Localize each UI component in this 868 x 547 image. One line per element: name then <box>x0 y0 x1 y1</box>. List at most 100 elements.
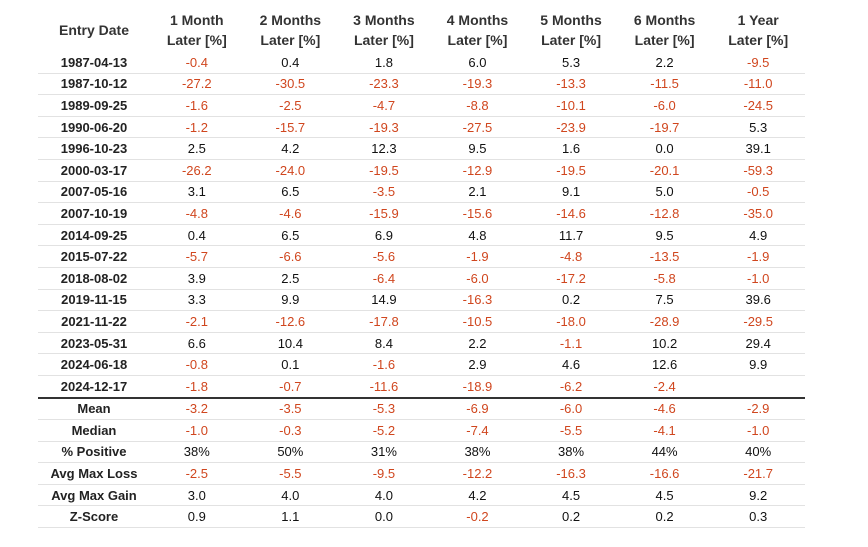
value-cell: -15.7 <box>243 116 338 139</box>
value-cell: -19.5 <box>337 159 431 182</box>
value-cell: -3.2 <box>150 396 244 421</box>
value-cell: -20.1 <box>617 159 712 182</box>
row-label: 2019-11-15 <box>38 289 150 312</box>
header-line: 2 Months <box>259 12 322 28</box>
value-cell: 2.2 <box>617 52 712 74</box>
value-cell: -0.5 <box>711 181 805 204</box>
value-cell: -5.5 <box>243 462 338 485</box>
summary-row: Avg Max Loss -2.5 -5.5 -9.5 -12.2 -16.3 -16.6-… <box>38 462 805 485</box>
table-body: 1987-04-13 -0.4 0.4 1.8 6.0 5.3 2.2 -9.5 1987-10… <box>38 52 805 529</box>
data-row: 2015-07-22 -5.7 -6.6 -5.6 -1.9 -4.8 -13.5 -1.9 <box>38 245 805 268</box>
value-cell: -12.6 <box>243 310 338 333</box>
value-cell: -4.8 <box>524 245 618 268</box>
header-line: 6 Months <box>633 12 696 28</box>
value-cell: 4.6 <box>524 353 618 376</box>
results-table: Entry Date 1 Month Later [%] 2 Months Later … <box>38 8 805 529</box>
row-label: 2024-12-17 <box>38 375 150 399</box>
value-cell: 14.9 <box>337 289 431 312</box>
value-cell: -1.6 <box>337 353 431 376</box>
value-cell: 6.5 <box>243 181 338 204</box>
value-cell: -2.5 <box>150 462 244 485</box>
header-line: 1 Month <box>169 12 224 28</box>
value-cell: -10.5 <box>430 310 525 333</box>
value-cell: -2.5 <box>243 94 338 117</box>
value-cell: 40% <box>711 441 805 464</box>
row-label: 1987-04-13 <box>38 52 150 74</box>
value-cell: 0.1 <box>243 353 338 376</box>
value-cell: -1.2 <box>150 116 244 139</box>
value-cell: -6.9 <box>430 396 525 421</box>
value-cell: -5.5 <box>524 419 618 442</box>
value-cell: -4.8 <box>150 202 244 225</box>
value-cell: 12.6 <box>617 353 712 376</box>
value-cell: 29.4 <box>711 332 805 355</box>
value-cell: -8.8 <box>430 94 525 117</box>
value-cell: -19.3 <box>337 116 431 139</box>
value-cell: 6.5 <box>243 224 338 247</box>
value-cell: -13.5 <box>617 245 712 268</box>
value-cell: 0.4 <box>243 52 338 74</box>
value-cell: 0.2 <box>524 289 618 312</box>
summary-row: Z-Score 0.9 1.1 0.0 -0.2 0.2 0.2 0.3 <box>38 505 805 529</box>
value-cell: -17.2 <box>524 267 618 290</box>
value-cell: 1.8 <box>337 52 431 74</box>
value-cell: -3.5 <box>243 396 338 421</box>
value-cell: -3.5 <box>337 181 431 204</box>
row-label: Avg Max Loss <box>38 462 150 485</box>
column-header: 1 Year Later [%] <box>711 8 805 52</box>
row-label: Z-Score <box>38 505 150 529</box>
header-line: Later [%] <box>728 32 789 48</box>
value-cell: 8.4 <box>337 332 431 355</box>
value-cell: 3.1 <box>150 181 244 204</box>
row-label: Median <box>38 419 150 442</box>
value-cell: -59.3 <box>711 159 805 182</box>
value-cell: -12.9 <box>430 159 525 182</box>
value-cell: -11.6 <box>337 375 431 399</box>
value-cell: -9.5 <box>711 52 805 74</box>
value-cell: 0.4 <box>150 224 244 247</box>
data-row: 2000-03-17 -26.2 -24.0 -19.5 -12.9 -19.5 -20.1… <box>38 159 805 182</box>
value-cell: -0.3 <box>243 419 338 442</box>
value-cell: 4.0 <box>337 484 431 507</box>
value-cell: -2.9 <box>711 396 805 421</box>
value-cell: 38% <box>524 441 618 464</box>
data-row: 2024-12-17 -1.8 -0.7 -11.6 -18.9 -6.2 -2.4 <box>38 375 805 399</box>
value-cell: 4.0 <box>243 484 338 507</box>
row-label: 2021-11-22 <box>38 310 150 333</box>
header-row: Entry Date 1 Month Later [%] 2 Months Later … <box>38 8 805 52</box>
value-cell: 10.2 <box>617 332 712 355</box>
value-cell: 4.5 <box>524 484 618 507</box>
value-cell: 2.1 <box>430 181 525 204</box>
data-row: 2023-05-31 6.6 10.4 8.4 2.2 -1.1 10.2 29.4 <box>38 332 805 355</box>
header-line: Later [%] <box>166 32 227 48</box>
value-cell: -13.3 <box>524 73 618 96</box>
data-row: 2021-11-22 -2.1 -12.6 -17.8 -10.5 -18.0 -28.9-… <box>38 310 805 333</box>
value-cell: 39.6 <box>711 289 805 312</box>
data-row: 2019-11-15 3.3 9.9 14.9 -16.3 0.2 7.5 39.6 <box>38 289 805 312</box>
value-cell: 50% <box>243 441 338 464</box>
value-cell: -1.6 <box>150 94 244 117</box>
value-cell: 0.9 <box>150 505 244 529</box>
value-cell: 9.2 <box>711 484 805 507</box>
value-cell: 5.3 <box>711 116 805 139</box>
value-cell: 3.0 <box>150 484 244 507</box>
column-header: 4 Months Later [%] <box>431 8 525 52</box>
value-cell: -12.2 <box>430 462 525 485</box>
value-cell: -19.5 <box>524 159 618 182</box>
value-cell: -27.2 <box>150 73 244 96</box>
value-cell: -1.1 <box>524 332 618 355</box>
column-header: Entry Date <box>38 8 150 52</box>
value-cell: 2.5 <box>150 137 244 160</box>
value-cell: -11.0 <box>711 73 805 96</box>
data-row: 2007-05-16 3.1 6.5 -3.5 2.1 9.1 5.0 -0.5 <box>38 181 805 204</box>
value-cell: 4.5 <box>617 484 712 507</box>
value-cell: 44% <box>617 441 712 464</box>
value-cell: -6.0 <box>524 396 618 421</box>
value-cell: 38% <box>430 441 525 464</box>
value-cell: -14.6 <box>524 202 618 225</box>
value-cell: -5.2 <box>337 419 431 442</box>
header-line: Later [%] <box>353 32 414 48</box>
value-cell: 7.5 <box>617 289 712 312</box>
header-line: Later [%] <box>634 32 695 48</box>
value-cell <box>711 375 805 399</box>
